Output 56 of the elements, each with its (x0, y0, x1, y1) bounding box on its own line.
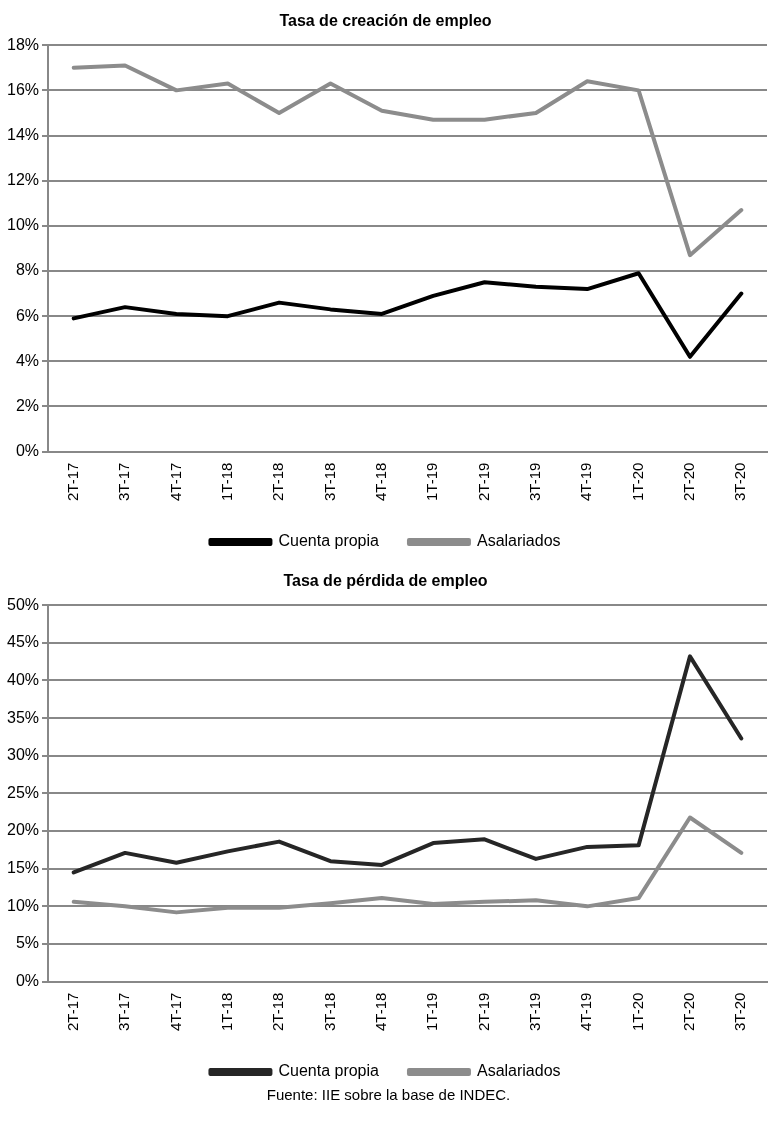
y-tick-label: 15% (6, 859, 40, 877)
x-tick-label: 4T-18 (371, 462, 389, 501)
x-tick-label: 4T-17 (166, 462, 184, 501)
y-tick-label: 8% (15, 261, 40, 279)
y-tick-label: 30% (6, 746, 40, 764)
y-tick-label: 20% (6, 821, 40, 839)
x-tick-label: 2T-19 (474, 992, 492, 1031)
legend-label: Cuenta propia (278, 532, 380, 550)
y-tick-label: 18% (6, 35, 40, 53)
x-tick-label: 2T-17 (63, 992, 81, 1031)
x-tick-label: 3T-19 (526, 462, 544, 501)
chart-title: Tasa de pérdida de empleo (283, 572, 488, 590)
y-tick-label: 45% (6, 633, 40, 651)
x-tick-label: 3T-17 (115, 992, 133, 1031)
y-tick-label: 16% (6, 80, 40, 98)
y-tick-label: 40% (6, 670, 40, 688)
x-tick-label: 2T-20 (680, 992, 698, 1031)
x-tick-label: 4T-19 (577, 462, 595, 501)
x-tick-label: 3T-20 (731, 462, 749, 501)
y-tick-label: 25% (6, 783, 40, 801)
x-tick-label: 2T-18 (269, 462, 287, 501)
chart-title: Tasa de creación de empleo (279, 12, 492, 30)
x-tick-label: 4T-19 (577, 992, 595, 1031)
x-tick-label: 2T-17 (63, 462, 81, 501)
y-tick-label: 0% (15, 442, 40, 460)
x-tick-label: 2T-19 (474, 462, 492, 501)
y-tick-label: 10% (6, 216, 40, 234)
x-tick-label: 4T-18 (371, 992, 389, 1031)
x-tick-label: 4T-17 (166, 992, 184, 1031)
x-tick-label: 3T-17 (115, 462, 133, 501)
x-tick-label: 1T-19 (423, 992, 441, 1031)
x-tick-label: 3T-18 (320, 462, 338, 501)
x-tick-label: 3T-20 (731, 992, 749, 1031)
source-note: Fuente: IIE sobre la base de INDEC. (265, 1086, 512, 1103)
x-tick-label: 2T-20 (680, 462, 698, 501)
y-tick-label: 35% (6, 708, 40, 726)
y-tick-label: 14% (6, 125, 40, 143)
x-tick-label: 3T-19 (526, 992, 544, 1031)
y-tick-label: 4% (15, 351, 40, 369)
y-tick-label: 50% (6, 595, 40, 613)
y-tick-label: 6% (15, 306, 40, 324)
legend-label: Asalariados (476, 532, 561, 550)
legend-label: Asalariados (476, 1062, 561, 1080)
x-tick-label: 1T-20 (628, 462, 646, 501)
y-tick-label: 0% (15, 972, 40, 990)
x-tick-label: 1T-19 (423, 462, 441, 501)
x-tick-label: 1T-18 (217, 992, 235, 1031)
y-tick-label: 2% (15, 396, 40, 414)
y-tick-label: 10% (6, 896, 40, 914)
x-tick-label: 2T-18 (269, 992, 287, 1031)
legend-label: Cuenta propia (278, 1062, 380, 1080)
y-tick-label: 12% (6, 171, 40, 189)
x-tick-label: 3T-18 (320, 992, 338, 1031)
y-tick-label: 5% (15, 934, 40, 952)
x-tick-label: 1T-18 (217, 462, 235, 501)
x-tick-label: 1T-20 (628, 992, 646, 1031)
